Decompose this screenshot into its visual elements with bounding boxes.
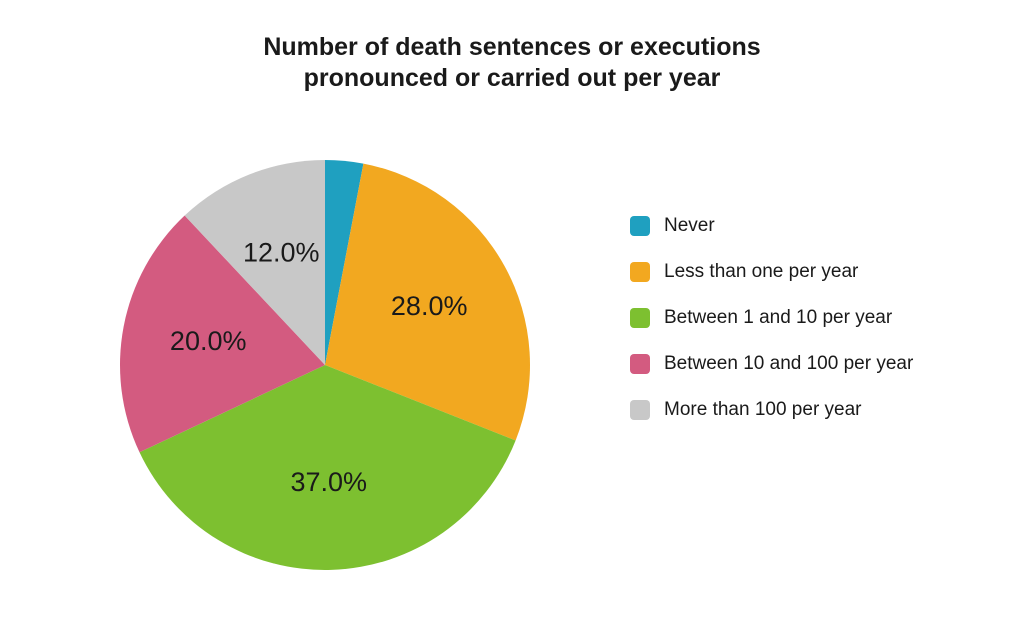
chart-title: Number of death sentences or executions … xyxy=(0,32,1024,95)
legend-swatch xyxy=(630,354,650,374)
legend-swatch xyxy=(630,400,650,420)
legend-label: Never xyxy=(664,215,715,237)
pie-slices xyxy=(120,160,530,570)
pie-svg: 28.0% 37.0% 20.0% 12.0% xyxy=(75,135,575,605)
legend-item: Between 10 and 100 per year xyxy=(630,353,913,375)
chart-title-line2: pronounced or carried out per year xyxy=(0,63,1024,94)
legend-label: Between 10 and 100 per year xyxy=(664,353,913,375)
legend-label: More than 100 per year xyxy=(664,399,862,421)
legend-swatch xyxy=(630,216,650,236)
legend-label: Between 1 and 10 per year xyxy=(664,307,892,329)
chart-title-line1: Number of death sentences or executions xyxy=(0,32,1024,63)
legend-item: More than 100 per year xyxy=(630,399,913,421)
legend-item: Never xyxy=(630,215,913,237)
pie-slice-label: 37.0% xyxy=(290,467,367,497)
pie-chart: 28.0% 37.0% 20.0% 12.0% xyxy=(75,135,575,605)
legend-swatch xyxy=(630,308,650,328)
legend: Never Less than one per year Between 1 and… xyxy=(630,215,913,445)
legend-item: Between 1 and 10 per year xyxy=(630,307,913,329)
pie-slice-label: 20.0% xyxy=(170,326,247,356)
pie-slice-label: 28.0% xyxy=(391,291,468,321)
legend-label: Less than one per year xyxy=(664,261,858,283)
legend-item: Less than one per year xyxy=(630,261,913,283)
chart-container: Number of death sentences or executions … xyxy=(0,0,1024,643)
legend-swatch xyxy=(630,262,650,282)
pie-slice-label: 12.0% xyxy=(243,238,320,268)
